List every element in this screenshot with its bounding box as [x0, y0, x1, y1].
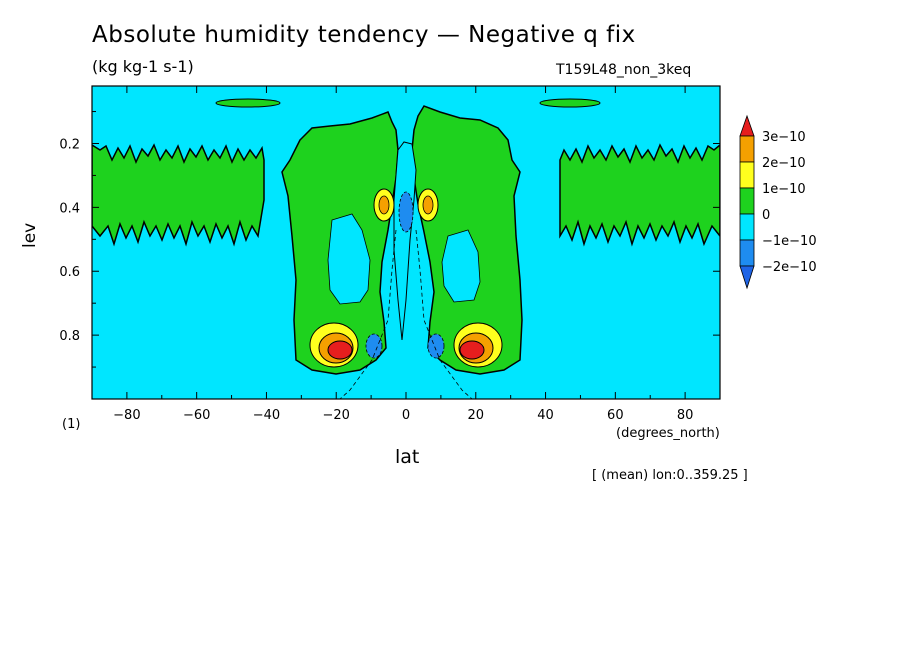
colorbar: 3e−10 2e−10 1e−10 0 −1e−10 −2e−10: [739, 114, 817, 290]
colorbar-triangle-top: [739, 114, 755, 137]
region-top-blob-west: [215, 98, 281, 108]
x-axis-unit: (degrees_north): [616, 426, 720, 441]
x-tick-label: 40: [537, 408, 554, 423]
colorbar-label: 2e−10: [762, 156, 806, 171]
run-id: T159L48_non_3keq: [556, 62, 692, 78]
colorbar-swatch: [739, 187, 755, 215]
x-tick-label: 80: [677, 408, 694, 423]
max-north-mid-inner: [422, 195, 434, 215]
contour-fills: [92, 98, 720, 399]
x-tick-label: −60: [183, 408, 210, 423]
min-south-lower: [365, 333, 383, 359]
min-equator-mid: [398, 191, 414, 233]
region-upper-band-east: [559, 143, 720, 247]
colorbar-label: −1e−10: [762, 234, 817, 249]
region-upper-band-west: [92, 143, 265, 247]
x-axis-label: lat: [395, 446, 420, 468]
x-tick-label: −80: [113, 408, 140, 423]
x-tick-label: 0: [402, 408, 410, 423]
colorbar-label: 0: [762, 208, 770, 223]
colorbar-swatch: [739, 213, 755, 241]
y-tick-label: 0.2: [59, 137, 80, 152]
colorbar-swatch: [739, 239, 755, 267]
y-axis-ticks: 0.2 0.4 0.6 0.8: [59, 111, 720, 400]
x-tick-label: 60: [607, 408, 624, 423]
x-tick-label: −40: [253, 408, 280, 423]
equatorial-column: [393, 141, 417, 341]
region-top-blob-east: [539, 98, 601, 108]
hole-south: [327, 213, 371, 305]
chart-units: (kg kg-1 s-1): [92, 57, 194, 76]
colorbar-label: 1e−10: [762, 182, 806, 197]
y-axis-unit: (1): [62, 417, 81, 432]
max-north-lower-red: [459, 340, 485, 360]
min-north-lower: [427, 333, 445, 359]
x-tick-label: 20: [468, 408, 485, 423]
x-axis-ticks: −80 −60 −40 −20 0 20 40 60 80: [91, 86, 721, 423]
y-tick-label: 0.4: [59, 201, 80, 216]
colorbar-label: 3e−10: [762, 130, 806, 145]
averaging-note: [ (mean) lon:0..359.25 ]: [592, 468, 748, 483]
x-tick-label: −20: [323, 408, 350, 423]
max-south-mid-inner: [378, 195, 390, 215]
y-tick-label: 0.6: [59, 265, 80, 280]
hole-north: [441, 229, 481, 303]
colorbar-swatch: [739, 161, 755, 189]
y-tick-label: 0.8: [59, 329, 80, 344]
max-south-lower-red: [327, 340, 353, 360]
colorbar-triangle-bottom: [739, 265, 755, 290]
colorbar-swatch: [739, 135, 755, 163]
chart-title: Absolute humidity tendency — Negative q …: [92, 22, 636, 48]
colorbar-label: −2e−10: [762, 260, 817, 275]
